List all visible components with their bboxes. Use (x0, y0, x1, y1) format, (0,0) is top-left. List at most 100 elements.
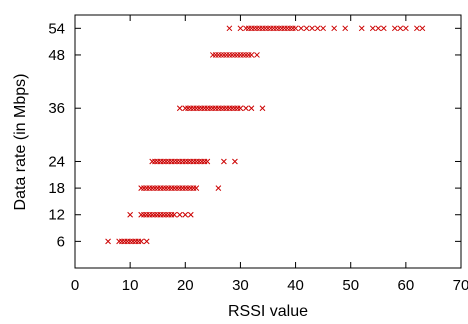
data-point (121, 238, 128, 245)
x-tick-labels: 0 10 20 30 40 50 60 70 (71, 277, 468, 294)
x-tick-label: 60 (398, 277, 415, 294)
data-point (254, 52, 260, 58)
x-tick-label: 40 (287, 277, 304, 294)
data-point (160, 158, 167, 165)
data-point (176, 158, 183, 165)
data-point (163, 185, 169, 191)
y-tick-label: 6 (57, 233, 65, 250)
data-point (168, 185, 175, 191)
data-point (141, 185, 147, 191)
data-point (187, 158, 194, 165)
data-point (243, 25, 249, 32)
plot-frame (74, 14, 462, 269)
data-point (168, 158, 175, 165)
data-point (234, 52, 241, 58)
data-point (174, 185, 180, 191)
data-point (221, 105, 227, 112)
data-point (331, 25, 338, 32)
data-point (163, 211, 169, 218)
data-point (265, 25, 271, 32)
data-point (171, 158, 178, 165)
y-tick-label: 18 (48, 180, 65, 197)
data-point (130, 238, 136, 245)
data-point (198, 105, 205, 112)
data-point (248, 105, 255, 112)
data-point (229, 105, 236, 112)
data-point (391, 25, 398, 32)
data-point (221, 158, 227, 165)
data-point (193, 185, 200, 191)
data-point (262, 25, 269, 32)
data-point (190, 105, 197, 112)
data-point (146, 211, 153, 218)
data-point (176, 211, 183, 218)
data-point (135, 238, 142, 245)
data-point (204, 105, 211, 112)
data-point (289, 25, 296, 32)
data-point (259, 105, 266, 112)
y-tick-label: 24 (48, 153, 65, 170)
data-point (190, 158, 197, 165)
data-point (254, 25, 260, 32)
data-point (375, 25, 382, 32)
data-point (215, 52, 222, 58)
x-tick-label: 10 (122, 277, 139, 294)
data-point (273, 25, 280, 32)
data-point (116, 238, 122, 245)
data-point (157, 211, 164, 218)
data-point (210, 105, 216, 112)
x-tick-label: 20 (177, 277, 194, 294)
data-point (237, 25, 244, 32)
data-point (182, 185, 189, 191)
x-tick-label: 70 (453, 277, 468, 294)
data-point (278, 25, 285, 32)
data-point (185, 105, 191, 112)
data-point (309, 25, 315, 32)
data-point (141, 211, 147, 218)
data-point (270, 25, 277, 32)
data-point (284, 25, 291, 32)
data-point (212, 52, 219, 58)
data-point (229, 52, 236, 58)
data-point (146, 185, 153, 191)
data-point (185, 185, 191, 191)
data-point (358, 25, 365, 32)
data-point (369, 25, 376, 32)
data-point (245, 25, 252, 32)
data-point (152, 158, 158, 165)
data-point (276, 25, 282, 32)
data-point (165, 158, 172, 165)
data-point (342, 25, 349, 32)
data-point (119, 238, 125, 245)
data-point (314, 25, 321, 32)
data-point (215, 185, 222, 191)
data-point (154, 211, 161, 218)
data-point (320, 25, 326, 32)
data-point (196, 105, 202, 112)
y-axis-label: Data rate (in Mbps) (12, 74, 29, 211)
data-point (403, 25, 409, 32)
data-point (232, 158, 238, 165)
data-point (232, 52, 238, 58)
data-point (143, 238, 150, 245)
data-point (218, 52, 224, 58)
x-tick-label: 30 (232, 277, 249, 294)
data-point (267, 25, 274, 32)
data-point (204, 158, 211, 165)
data-point (182, 211, 189, 218)
data-point (414, 25, 420, 32)
data-point (124, 238, 131, 245)
data-point (157, 158, 164, 165)
data-point (193, 158, 200, 165)
data-point (223, 105, 230, 112)
data-point (152, 211, 158, 218)
data-point (201, 158, 208, 165)
data-point (210, 52, 216, 58)
y-tick-label: 36 (48, 100, 65, 117)
data-point (163, 158, 169, 165)
data-point (218, 105, 224, 112)
data-point (171, 185, 178, 191)
data-point (179, 158, 186, 165)
data-point (149, 211, 156, 218)
